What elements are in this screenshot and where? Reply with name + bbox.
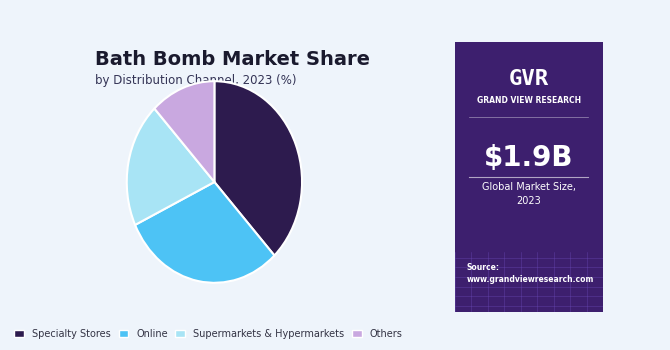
Text: by Distribution Channel, 2023 (%): by Distribution Channel, 2023 (%): [95, 74, 296, 88]
Wedge shape: [127, 108, 214, 225]
Legend: Specialty Stores, Online, Supermarkets & Hypermarkets, Others: Specialty Stores, Online, Supermarkets &…: [11, 326, 405, 342]
Text: Source:
www.grandviewresearch.com: Source: www.grandviewresearch.com: [466, 263, 594, 285]
Text: Global Market Size,
2023: Global Market Size, 2023: [482, 182, 576, 206]
Text: Bath Bomb Market Share: Bath Bomb Market Share: [95, 50, 370, 69]
Text: GVR: GVR: [509, 69, 549, 89]
Text: GRAND VIEW RESEARCH: GRAND VIEW RESEARCH: [477, 96, 581, 105]
Wedge shape: [154, 81, 214, 182]
Wedge shape: [135, 182, 275, 283]
Text: $1.9B: $1.9B: [484, 145, 574, 173]
Wedge shape: [214, 81, 302, 256]
